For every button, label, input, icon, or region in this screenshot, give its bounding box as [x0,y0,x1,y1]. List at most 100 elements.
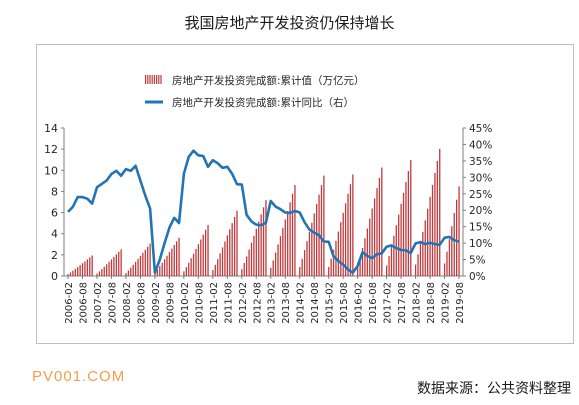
bar [255,228,257,276]
bar [446,251,448,276]
bar [163,259,166,276]
bar [115,254,117,276]
bar [236,210,238,276]
right-axis-tick-label: 35% [469,156,492,168]
bar [72,270,74,276]
bar [381,167,383,276]
bar [207,224,209,276]
bar [253,235,255,276]
x-axis-tick-label: 2017-02 [383,282,394,324]
x-axis-tick-label: 2007-08 [107,282,118,324]
bar [120,249,122,276]
bar [378,177,381,276]
bar [79,265,81,276]
bar [86,259,89,276]
bar [224,241,226,276]
bar [359,257,361,276]
bar [192,253,195,276]
x-axis-tick-label: 2011-08 [223,282,234,324]
bar [226,235,228,276]
bar [458,186,460,276]
bar [106,264,108,276]
bar [402,192,405,276]
legend-bar-swatch [156,75,158,84]
bar [185,267,187,276]
bar [315,204,318,276]
bar [270,267,272,276]
bar [364,238,366,276]
bar [306,241,308,276]
bar [385,265,388,276]
bar [369,218,371,276]
bar [147,246,149,276]
bar [265,200,267,276]
x-axis-tick-label: 2009-02 [151,282,162,324]
bar [439,148,441,276]
bar [361,248,364,276]
bar [284,219,286,276]
bar [453,213,455,276]
bar [366,228,368,276]
bar [200,239,202,276]
bar [154,272,156,276]
legend-bar-swatch [151,75,153,84]
x-axis-tick-label: 2009-08 [165,282,176,324]
bar [74,268,76,276]
right-axis-tick-label: 20% [469,205,492,217]
x-axis-tick-label: 2016-08 [368,282,379,324]
bar [287,210,289,276]
x-axis-tick-label: 2006-08 [78,282,89,324]
legend-label: 房地产开发投资完成额:累计值（万亿元） [172,74,365,87]
bar [376,188,378,276]
bar [274,252,277,276]
bar [101,269,103,276]
bar [139,255,142,276]
left-axis-tick-label: 14 [44,122,58,135]
chart-frame [36,44,574,344]
bar [149,243,151,276]
bar [313,213,315,276]
bar [77,267,79,276]
bar [332,249,335,276]
bar [69,272,72,276]
bar [113,256,115,276]
left-axis-tick-label: 12 [44,143,58,156]
right-axis-tick-label: 40% [469,139,492,151]
bar [352,174,354,276]
bar [407,170,410,276]
x-axis-tick-label: 2012-08 [252,282,263,324]
bar [241,269,243,276]
bar [414,264,417,276]
bar [436,160,438,276]
bar [204,229,207,276]
x-axis-tick-label: 2012-02 [238,282,249,324]
bar [373,198,376,276]
bar [330,258,332,276]
source-note: 数据来源：公共资料整理 [417,381,571,397]
bar [279,236,282,276]
bar [308,232,311,276]
bar [188,262,190,276]
bar [410,159,412,276]
bar [197,244,200,276]
bar [357,266,359,276]
x-axis-tick-label: 2011-02 [209,282,220,324]
bar [400,203,402,276]
x-axis-tick-label: 2015-08 [339,282,350,324]
bar [231,223,233,276]
x-axis-tick-label: 2010-02 [180,282,191,324]
bar [171,248,173,276]
bar [130,267,132,276]
left-axis-tick-label: 0 [51,270,58,283]
yoy-line-series [67,149,460,274]
bar [347,193,349,276]
bar [417,254,419,276]
bar [277,244,279,276]
bar [246,256,248,276]
bar [388,256,390,276]
bar [156,269,159,276]
legend-bar-swatch [153,75,155,84]
bar [303,250,306,276]
bar [142,252,144,276]
